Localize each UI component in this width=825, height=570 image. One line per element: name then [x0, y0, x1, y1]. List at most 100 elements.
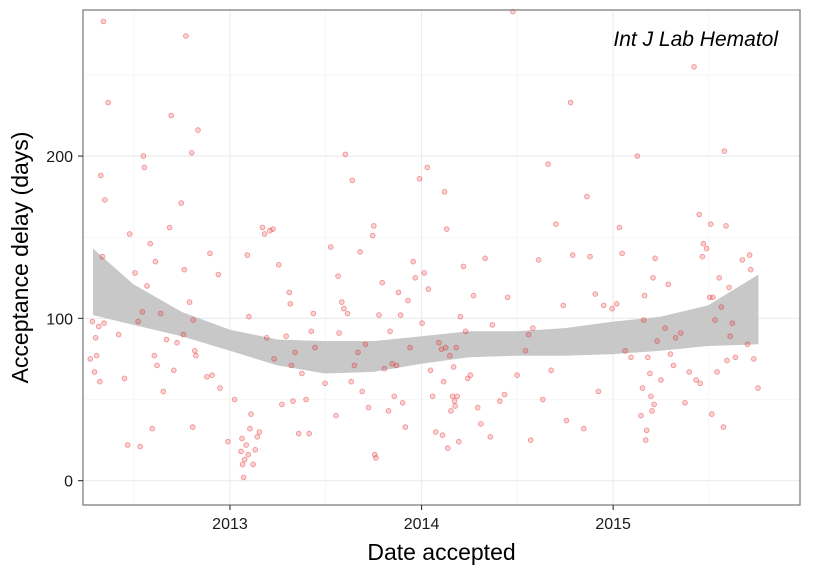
- data-point: [373, 455, 379, 461]
- data-point: [462, 328, 469, 335]
- data-point: [474, 404, 481, 411]
- data-point: [190, 317, 197, 323]
- data-point: [650, 274, 656, 281]
- data-point: [357, 249, 363, 255]
- data-point: [407, 344, 413, 351]
- data-point: [412, 274, 419, 281]
- data-point: [419, 320, 425, 327]
- data-point: [217, 385, 223, 391]
- data-point: [662, 325, 668, 331]
- data-point: [335, 273, 341, 280]
- data-point: [710, 294, 716, 301]
- data-point: [137, 443, 144, 450]
- data-point: [379, 279, 386, 286]
- data-point: [299, 370, 305, 377]
- data-point: [342, 151, 349, 158]
- data-point: [641, 292, 648, 299]
- data-point: [174, 339, 180, 346]
- data-point: [553, 221, 559, 228]
- data-point: [144, 283, 150, 289]
- data-point: [215, 271, 222, 278]
- data-point: [140, 153, 147, 159]
- data-point: [700, 240, 707, 247]
- data-point: [470, 292, 477, 299]
- data-point: [244, 252, 251, 258]
- data-point: [563, 417, 570, 424]
- data-point: [716, 274, 722, 281]
- axes: 2013 2014 2015 0 100 200: [46, 149, 631, 533]
- data-point: [721, 148, 728, 155]
- x-axis-title: Date accepted: [367, 539, 515, 565]
- data-point: [247, 425, 253, 432]
- data-point: [658, 377, 664, 383]
- data-point: [283, 333, 289, 340]
- data-point: [644, 354, 651, 361]
- data-point: [706, 294, 713, 301]
- data-point: [308, 328, 315, 335]
- plot-panel: [83, 10, 800, 505]
- data-point: [750, 356, 757, 362]
- data-point: [149, 425, 156, 432]
- data-point: [275, 261, 282, 268]
- data-point: [529, 325, 536, 331]
- data-point: [619, 250, 625, 257]
- data-point: [654, 338, 660, 344]
- data-point: [231, 396, 238, 403]
- data-point: [628, 354, 634, 361]
- data-point: [341, 305, 347, 312]
- data-point: [166, 224, 173, 231]
- x-tick-label: 2013: [212, 516, 248, 533]
- data-point: [95, 323, 102, 330]
- data-point: [638, 412, 644, 419]
- data-point: [677, 330, 684, 336]
- data-point: [160, 388, 167, 395]
- data-point: [592, 291, 599, 297]
- data-point: [432, 429, 439, 435]
- data-point: [295, 430, 302, 437]
- data-point: [450, 364, 457, 370]
- data-point: [569, 252, 576, 258]
- data-point: [584, 193, 590, 200]
- data-point: [263, 334, 270, 341]
- data-point: [92, 334, 99, 341]
- data-point: [648, 393, 654, 400]
- data-point: [132, 270, 138, 276]
- data-point: [168, 112, 175, 119]
- data-point: [333, 412, 339, 419]
- data-point: [707, 221, 714, 228]
- data-point: [548, 367, 554, 374]
- data-point: [270, 226, 276, 232]
- data-point: [157, 310, 164, 317]
- data-point: [467, 372, 474, 379]
- data-point: [449, 393, 456, 400]
- data-point: [622, 347, 628, 354]
- data-point: [667, 351, 674, 357]
- data-point: [720, 424, 727, 430]
- data-point: [261, 231, 268, 237]
- data-point: [545, 161, 551, 168]
- data-point: [288, 362, 295, 369]
- data-point: [102, 197, 108, 203]
- data-point: [250, 461, 256, 468]
- data-point: [723, 223, 729, 229]
- data-point: [682, 399, 688, 406]
- data-point: [580, 425, 587, 432]
- data-point: [496, 398, 503, 404]
- data-point: [560, 302, 567, 309]
- data-point: [535, 257, 542, 263]
- data-point: [425, 286, 432, 292]
- data-point: [405, 297, 411, 304]
- data-point: [189, 424, 196, 430]
- data-point: [370, 223, 377, 229]
- data-point: [427, 367, 434, 374]
- x-tick-label: 2014: [404, 516, 440, 533]
- data-point: [424, 164, 431, 171]
- data-point: [639, 385, 646, 391]
- data-point: [746, 252, 753, 258]
- data-point: [732, 354, 739, 361]
- data-point: [436, 339, 442, 346]
- data-point: [100, 18, 107, 25]
- data-point: [489, 322, 496, 328]
- data-point: [514, 372, 520, 379]
